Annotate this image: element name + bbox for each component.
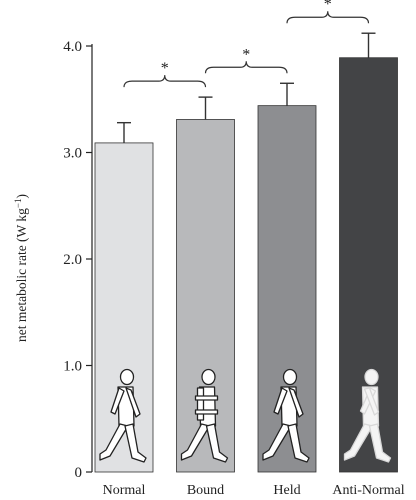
y-axis-title-main: net metabolic rate (W kg <box>14 208 29 342</box>
bound-arms-figure-icon <box>180 368 229 463</box>
y-tick-label: 4.0 <box>63 39 82 55</box>
x-category-label: Bound <box>187 483 224 498</box>
significance-star: * <box>242 46 250 63</box>
error-bars <box>117 32 376 143</box>
held-arms-figure-icon <box>262 368 310 463</box>
significance-star: * <box>324 0 332 13</box>
y-axis-title-sup: −1 <box>13 198 23 208</box>
bars <box>94 57 398 473</box>
x-category-label: Held <box>273 483 300 498</box>
x-axis-labels: Normal Bound Held Anti-Normal <box>103 483 405 498</box>
y-axis: 0 1.0 2.0 3.0 4.0 <box>63 39 93 481</box>
y-tick-label: 2.0 <box>63 252 82 268</box>
y-axis-title-close: ) <box>14 194 29 199</box>
anti-normal-figure-icon <box>343 368 392 463</box>
y-tick-label: 3.0 <box>63 146 82 162</box>
y-axis-title: net metabolic rate (W kg−1) <box>13 194 29 342</box>
y-tick-label: 1.0 <box>63 359 82 375</box>
y-tick-label: 0 <box>75 465 83 481</box>
x-category-label: Normal <box>103 483 146 498</box>
significance-brace <box>204 61 288 74</box>
significance-brace <box>286 11 370 24</box>
x-category-label: Anti-Normal <box>332 483 404 498</box>
significance-brace <box>123 75 207 88</box>
significance-brackets: * * * <box>123 0 370 88</box>
walking-figure-icon <box>99 368 147 463</box>
walking-figures <box>99 368 392 463</box>
significance-star: * <box>161 60 169 77</box>
